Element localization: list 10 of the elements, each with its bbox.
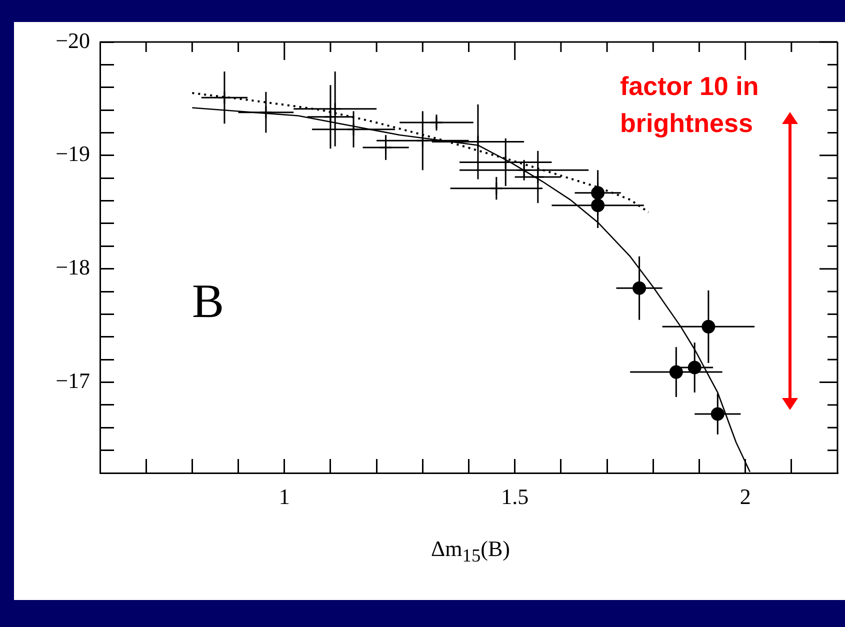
x-tick-label: 2 — [740, 484, 751, 509]
y-tick-label: −20 — [56, 28, 90, 53]
x-tick-label: 1.5 — [501, 484, 529, 509]
x-tick-label: 1 — [278, 484, 290, 509]
x-axis-title: Δm$_{15}$(B) — [430, 536, 511, 566]
y-tick-label: −17 — [56, 368, 90, 394]
annotation: B — [192, 275, 224, 328]
y-tick-label: −19 — [56, 141, 90, 166]
y-tick-label: −18 — [56, 254, 90, 280]
annotation: factor 10 in brightness — [620, 71, 759, 138]
